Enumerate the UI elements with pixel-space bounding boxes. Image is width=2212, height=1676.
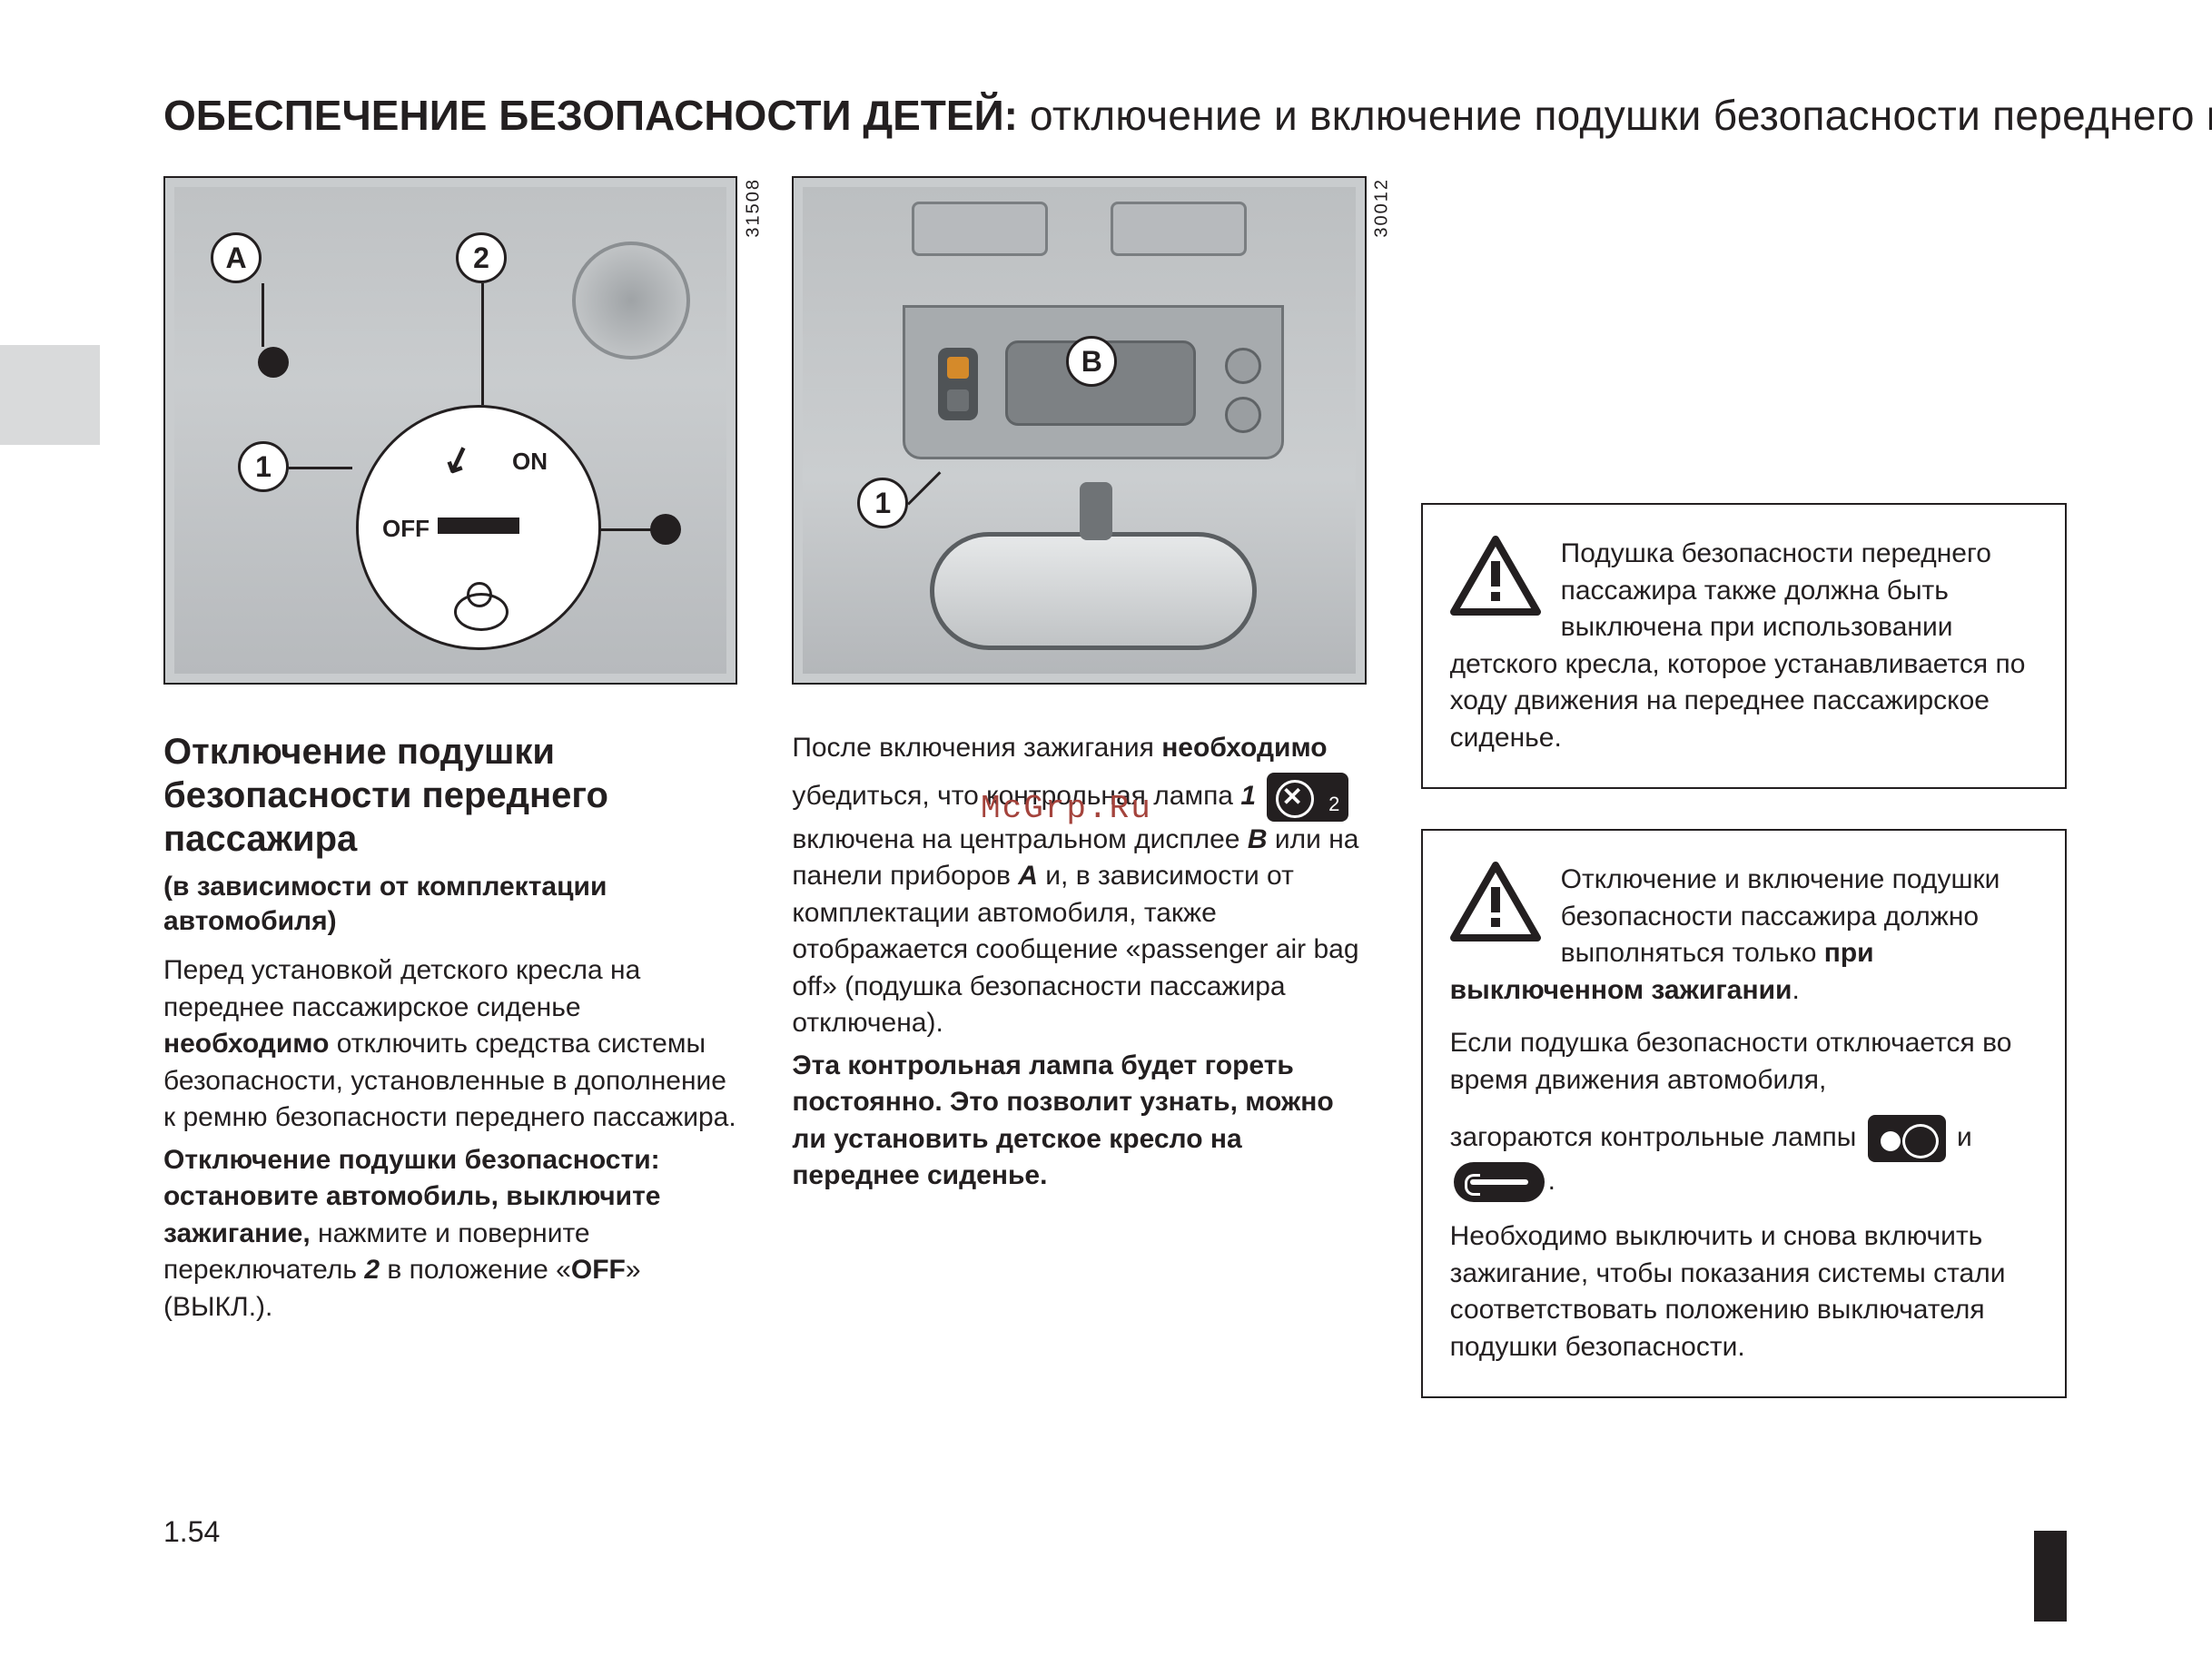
- page-number: 1.54: [163, 1515, 220, 1549]
- paragraph-bold: Эта контрольная лампа будет гореть посто…: [792, 1048, 1366, 1195]
- service-wrench-icon: [1454, 1162, 1545, 1202]
- dashboard-drawing: A 1 2 ↙ ON OFF: [174, 187, 726, 674]
- paragraph: Отключение подушки безопасности: останов…: [163, 1142, 737, 1326]
- warning-text: Если подушка безопасности отключается во…: [1450, 1025, 2038, 1099]
- ref-number: 1: [1240, 780, 1256, 810]
- airbag-warning-icon: [1868, 1115, 1946, 1162]
- ref-letter: A: [1018, 861, 1038, 891]
- text-bold: необходимо: [1161, 733, 1327, 763]
- ref-letter: B: [1248, 824, 1268, 854]
- console-buttons: [1225, 348, 1261, 446]
- indicator-led: [938, 348, 978, 420]
- callout-dot: [258, 347, 289, 378]
- section-tab: [0, 345, 100, 445]
- watermark: McGrp.Ru: [981, 790, 1152, 827]
- warning-text: Необходимо выключить и снова включить за…: [1450, 1218, 2038, 1365]
- callout-2: 2: [456, 232, 507, 283]
- leader-line: [481, 283, 484, 405]
- text: .: [1548, 1166, 1555, 1196]
- manual-page: ОБЕСПЕЧЕНИЕ БЕЗОПАСНОСТИ ДЕТЕЙ: отключен…: [0, 0, 2212, 1676]
- warning-text: загораются контрольные лампы и .: [1450, 1115, 2038, 1202]
- figure-id: 31508: [743, 178, 764, 238]
- air-vent: [572, 242, 690, 360]
- text: и: [1950, 1122, 1972, 1152]
- paragraph: Перед установкой детского кресла на пере…: [163, 952, 737, 1137]
- page-title: ОБЕСПЕЧЕНИЕ БЕЗОПАСНОСТИ ДЕТЕЙ: отключен…: [163, 91, 2067, 140]
- text: .: [1792, 975, 1800, 1005]
- figure-overhead-console: 30012 B 1: [792, 176, 1366, 685]
- leader-line: [262, 283, 264, 347]
- leader-line: [289, 467, 352, 469]
- arrow-icon: ↙: [436, 435, 479, 485]
- leader-line: [907, 471, 941, 505]
- warning-box: Подушка безопасности переднего пассажира…: [1421, 503, 2067, 789]
- text: включена на центральном дисплее: [792, 824, 1248, 854]
- callout-B: B: [1066, 336, 1117, 387]
- warning-triangle-icon: [1450, 862, 1541, 942]
- text: Перед установкой детского кресла на пере…: [163, 955, 640, 1022]
- section-heading: Отключение подушки безопасности переднег…: [163, 730, 737, 861]
- sun-visor: [912, 202, 1048, 256]
- airbag-off-icon: 2: [1267, 773, 1348, 822]
- text-bold: OFF: [571, 1255, 626, 1285]
- callout-1: 1: [857, 478, 908, 528]
- paragraph: После включения зажигания необходимо: [792, 730, 1366, 767]
- figure-id: 30012: [1372, 178, 1393, 238]
- column-right: Подушка безопасности переднего пассажира…: [1421, 503, 2067, 1438]
- sun-visor: [1111, 202, 1247, 256]
- title-bold: ОБЕСПЕЧЕНИЕ БЕЗОПАСНОСТИ ДЕТЕЙ:: [163, 92, 1018, 139]
- key-slot: [438, 518, 519, 534]
- section-marker: [2034, 1531, 2067, 1622]
- text: в положение «: [380, 1255, 571, 1285]
- airbag-person-icon: [454, 582, 503, 622]
- switch-off-label: OFF: [382, 515, 430, 543]
- switch-on-label: ON: [512, 448, 548, 476]
- text: загораются контрольные лампы: [1450, 1122, 1864, 1152]
- callout-A: A: [211, 232, 262, 283]
- text: Отключение и включение подушки безопасно…: [1561, 864, 2000, 968]
- text: После включения зажигания: [792, 733, 1161, 763]
- airbag-switch: ↙ ON OFF: [356, 405, 601, 650]
- roof-drawing: B 1: [803, 187, 1355, 674]
- column-left: 31508 A 1 2 ↙ ON OFF: [163, 176, 737, 1438]
- text-bold: необходимо: [163, 1029, 329, 1059]
- figure-dashboard: 31508 A 1 2 ↙ ON OFF: [163, 176, 737, 685]
- rearview-mirror: [930, 532, 1257, 650]
- title-rest: отключение и включение подушки безопасно…: [1018, 92, 2212, 139]
- ref-number: 2: [364, 1255, 380, 1285]
- warning-triangle-icon: [1450, 536, 1541, 616]
- warning-box: Отключение и включение подушки безопасно…: [1421, 829, 2067, 1398]
- section-subheading: (в зависимости от комплектации автомобил…: [163, 870, 737, 938]
- callout-1: 1: [238, 441, 289, 492]
- icon-sub: 2: [1328, 791, 1339, 818]
